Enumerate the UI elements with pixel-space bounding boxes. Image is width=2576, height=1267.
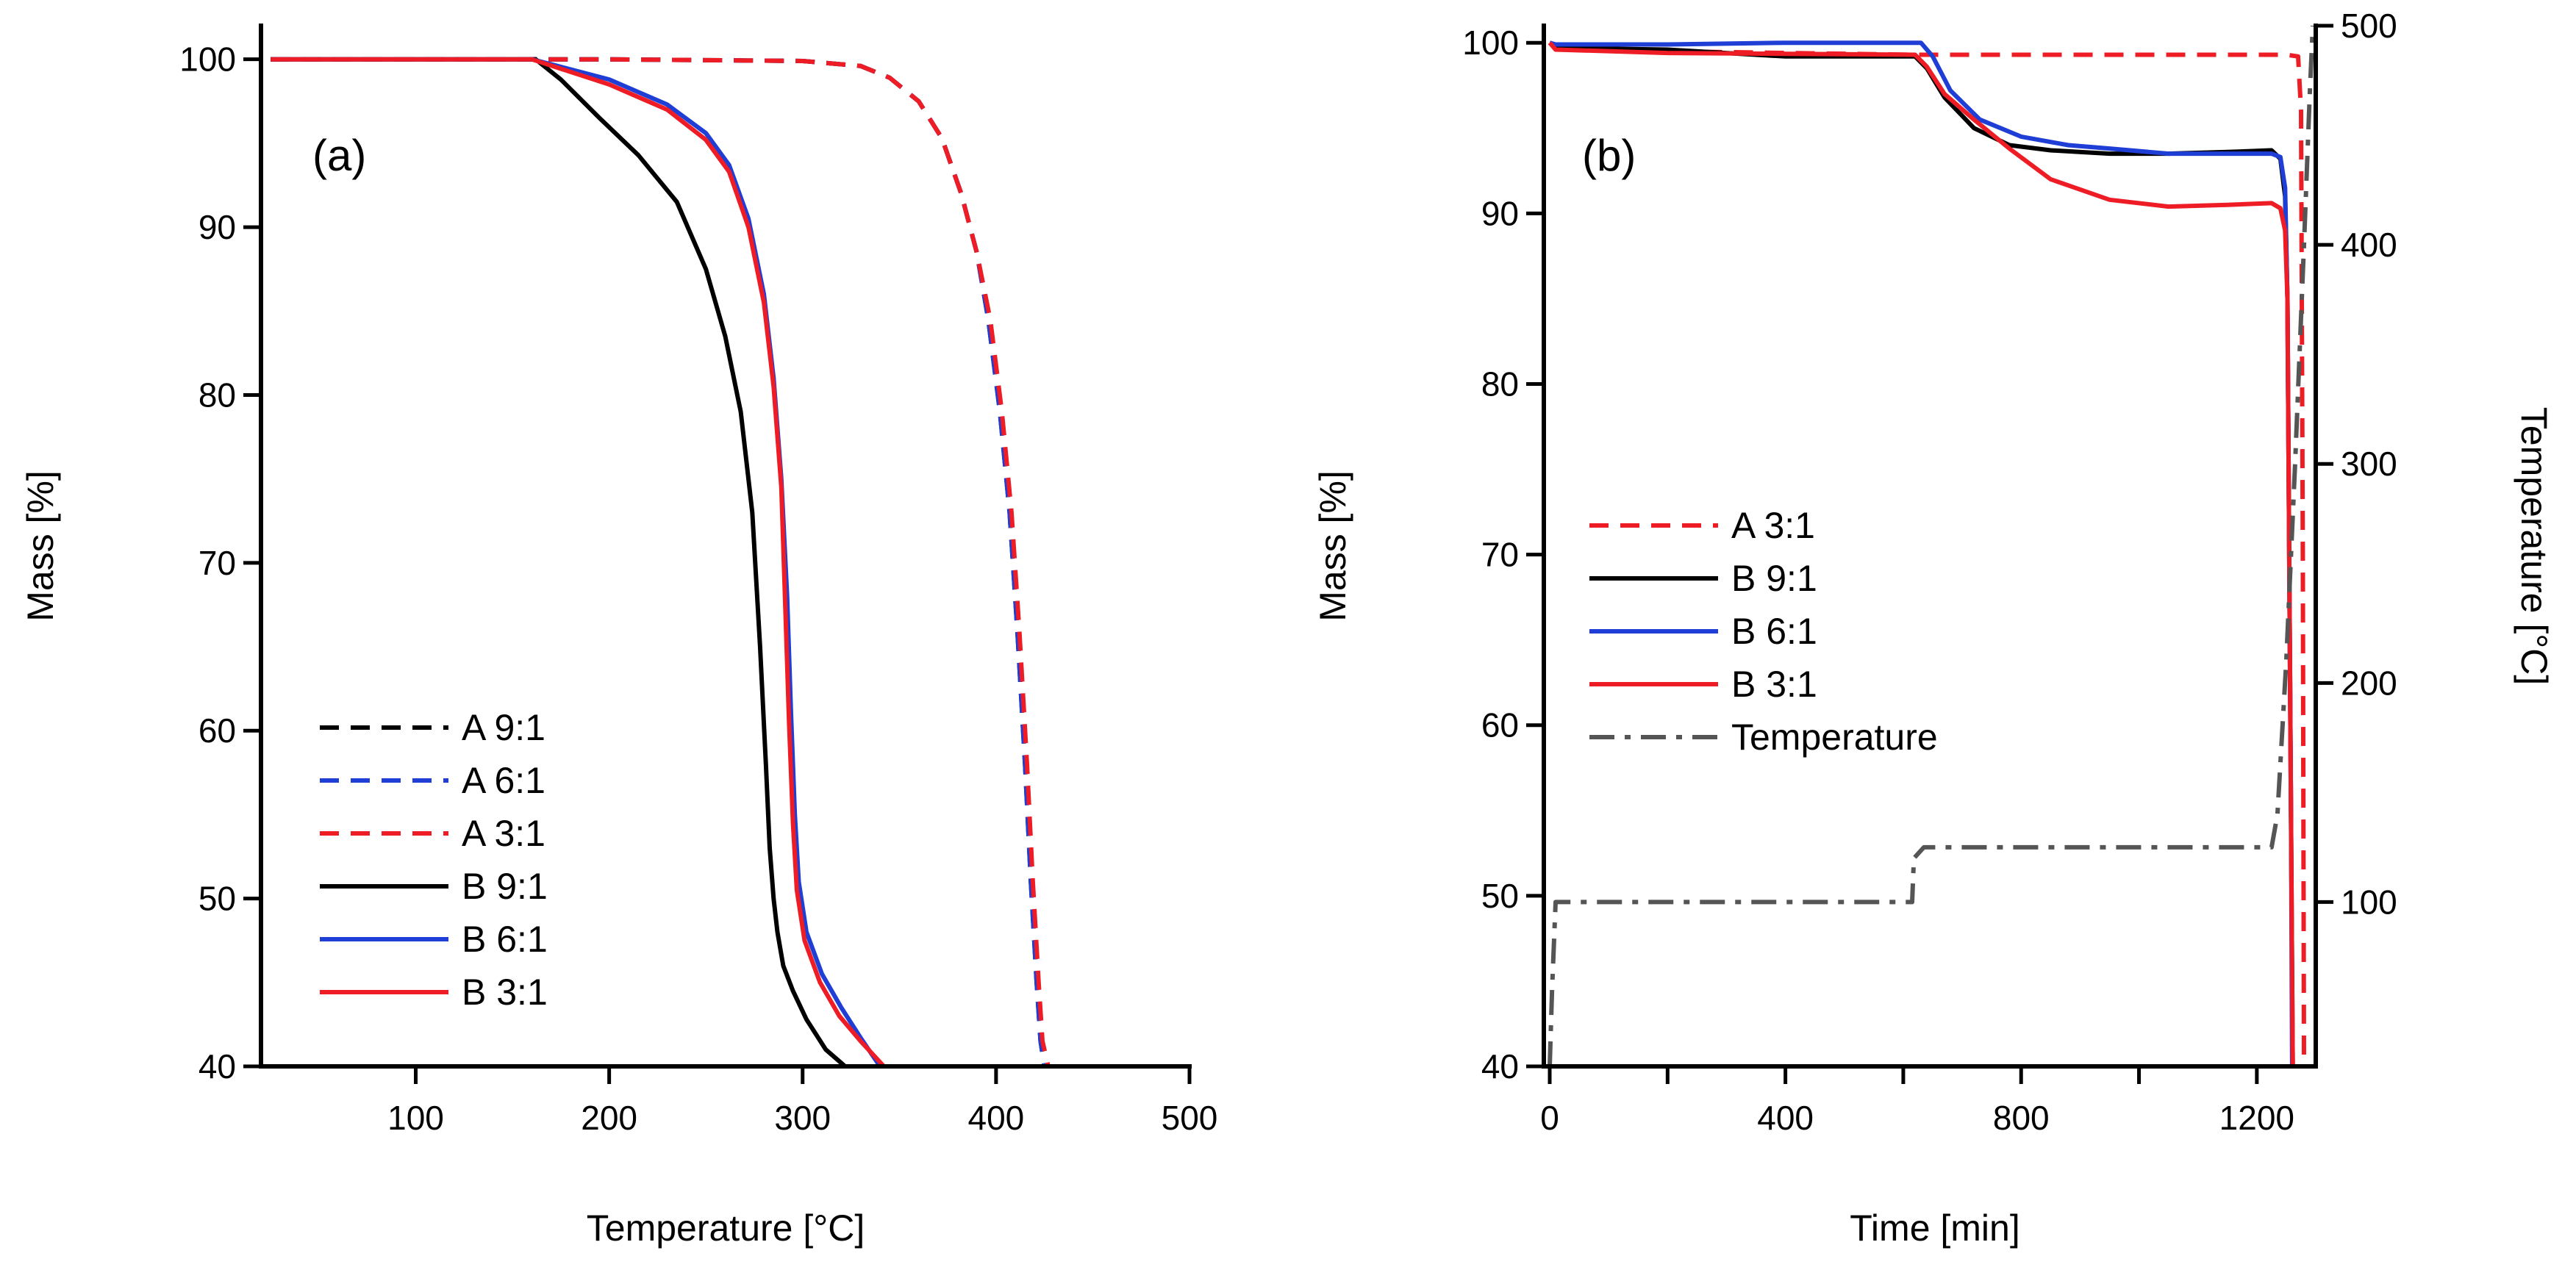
- panel-b-y-tick-label: 90: [1481, 194, 1519, 232]
- panel-b-y2-axis-title: Temperature [°C]: [2514, 407, 2555, 685]
- panel-a-y-tick-label: 70: [198, 544, 236, 582]
- panel-a-curves: [271, 57, 1051, 1069]
- panel-a-series-a-9-1: [271, 57, 1047, 1067]
- panel-a-ticks: 100 200 300 400 500 40 50 60 70 80 90 100: [179, 40, 1217, 1137]
- panel-b-y2-tick-label: 100: [2341, 883, 2397, 921]
- panel-b-axes: [1542, 24, 2318, 1069]
- panel-a-y-tick-label: 80: [198, 376, 236, 414]
- panel-a-axes: [259, 24, 1192, 1069]
- panel-b-y-tick-label: 40: [1481, 1047, 1519, 1085]
- panel-b-legend-label: B 9:1: [1731, 558, 1817, 599]
- panel-a-y-tick-label: 50: [198, 880, 236, 918]
- panel-a-y-tick-label: 40: [198, 1047, 236, 1085]
- panel-b-series-b-6-1: [1549, 40, 2294, 1067]
- panel-a-legend-label: A 6:1: [462, 760, 545, 801]
- panel-b-series-a-3-1: [1548, 40, 2306, 1067]
- panel-b-x-tick-label: 800: [1993, 1099, 2050, 1137]
- panel-b-x-tick-label: 400: [1757, 1099, 1814, 1137]
- panel-b-curves: [1548, 25, 2315, 1067]
- panel-a-y-tick-label: 60: [198, 711, 236, 750]
- panel-a-y-axis-title: Mass [%]: [20, 470, 61, 622]
- panel-a-series-a-3-1: [271, 57, 1051, 1067]
- panel-b-y-axis-title: Mass [%]: [1312, 470, 1353, 622]
- panel-a-x-tick-label: 100: [387, 1099, 444, 1137]
- panel-b-legend-label: B 3:1: [1731, 664, 1817, 705]
- panel-a-legend-label: A 3:1: [462, 813, 545, 854]
- panel-b-x-axis-title: Time [min]: [1850, 1207, 2020, 1249]
- panel-b-y-tick-label: 80: [1481, 365, 1519, 403]
- panel-a-label: (a): [312, 131, 366, 180]
- panel-a-legend-label: B 9:1: [462, 866, 548, 907]
- chart-panel-a: 100 200 300 400 500 40 50 60 70 80 90 100 (a) Tempe…: [20, 24, 1217, 1249]
- panel-a-legend-label: A 9:1: [462, 707, 545, 748]
- panel-b-legend-label: Temperature: [1731, 717, 1938, 758]
- panel-a-legend-label: B 6:1: [462, 919, 548, 960]
- panel-b-ticks: 0 400 800 1200 40 50 60 70 80 90 100 100 200 300 400 50…: [1462, 7, 2397, 1137]
- panel-a-legend-label: B 3:1: [462, 972, 548, 1013]
- panel-b-y-tick-label: 50: [1481, 877, 1519, 915]
- panel-a-x-tick-label: 200: [581, 1099, 637, 1137]
- panel-a-y-tick-label: 90: [198, 208, 236, 246]
- panel-b-y2-tick-label: 500: [2341, 7, 2397, 45]
- panel-a-legend: A 9:1 A 6:1 A 3:1 B 9:1 B 6:1 B 3:1: [320, 707, 548, 1013]
- panel-b-series-temperature: [1548, 25, 2315, 1067]
- panel-b-y-tick-label: 100: [1462, 24, 1519, 62]
- panel-a-x-tick-label: 500: [1162, 1099, 1218, 1137]
- panel-a-series-b-3-1: [271, 57, 886, 1069]
- panel-a-series-a-6-1: [271, 57, 1047, 1067]
- panel-b-label: (b): [1582, 131, 1636, 180]
- panel-b-y-tick-label: 60: [1481, 706, 1519, 744]
- panel-a-x-tick-label: 400: [968, 1099, 1025, 1137]
- panel-a-y-tick-label: 100: [179, 40, 236, 79]
- panel-a-x-tick-label: 300: [774, 1099, 831, 1137]
- panel-a-series-b-6-1: [271, 57, 882, 1068]
- panel-b-y2-tick-label: 400: [2341, 226, 2397, 264]
- panel-b-series-b-3-1: [1548, 41, 2295, 1067]
- panel-b-series-b-9-1: [1548, 40, 2295, 1067]
- panel-b-y2-tick-label: 300: [2341, 445, 2397, 483]
- panel-a-series-b-9-1: [271, 57, 847, 1069]
- panel-b-legend-label: A 3:1: [1731, 505, 1815, 546]
- panel-a-x-axis-title: Temperature [°C]: [587, 1207, 865, 1249]
- panel-b-x-tick-label: 1200: [2219, 1099, 2294, 1137]
- panel-b-y2-tick-label: 200: [2341, 664, 2397, 702]
- panel-b-legend: A 3:1 B 9:1 B 6:1 B 3:1 Temperature: [1589, 505, 1938, 758]
- panel-b-x-tick-label: 0: [1540, 1099, 1559, 1137]
- chart-panel-b: 0 400 800 1200 40 50 60 70 80 90 100 100 200 300 400 50…: [1312, 7, 2555, 1249]
- panel-b-y-tick-label: 70: [1481, 536, 1519, 574]
- panel-b-legend-label: B 6:1: [1731, 611, 1817, 652]
